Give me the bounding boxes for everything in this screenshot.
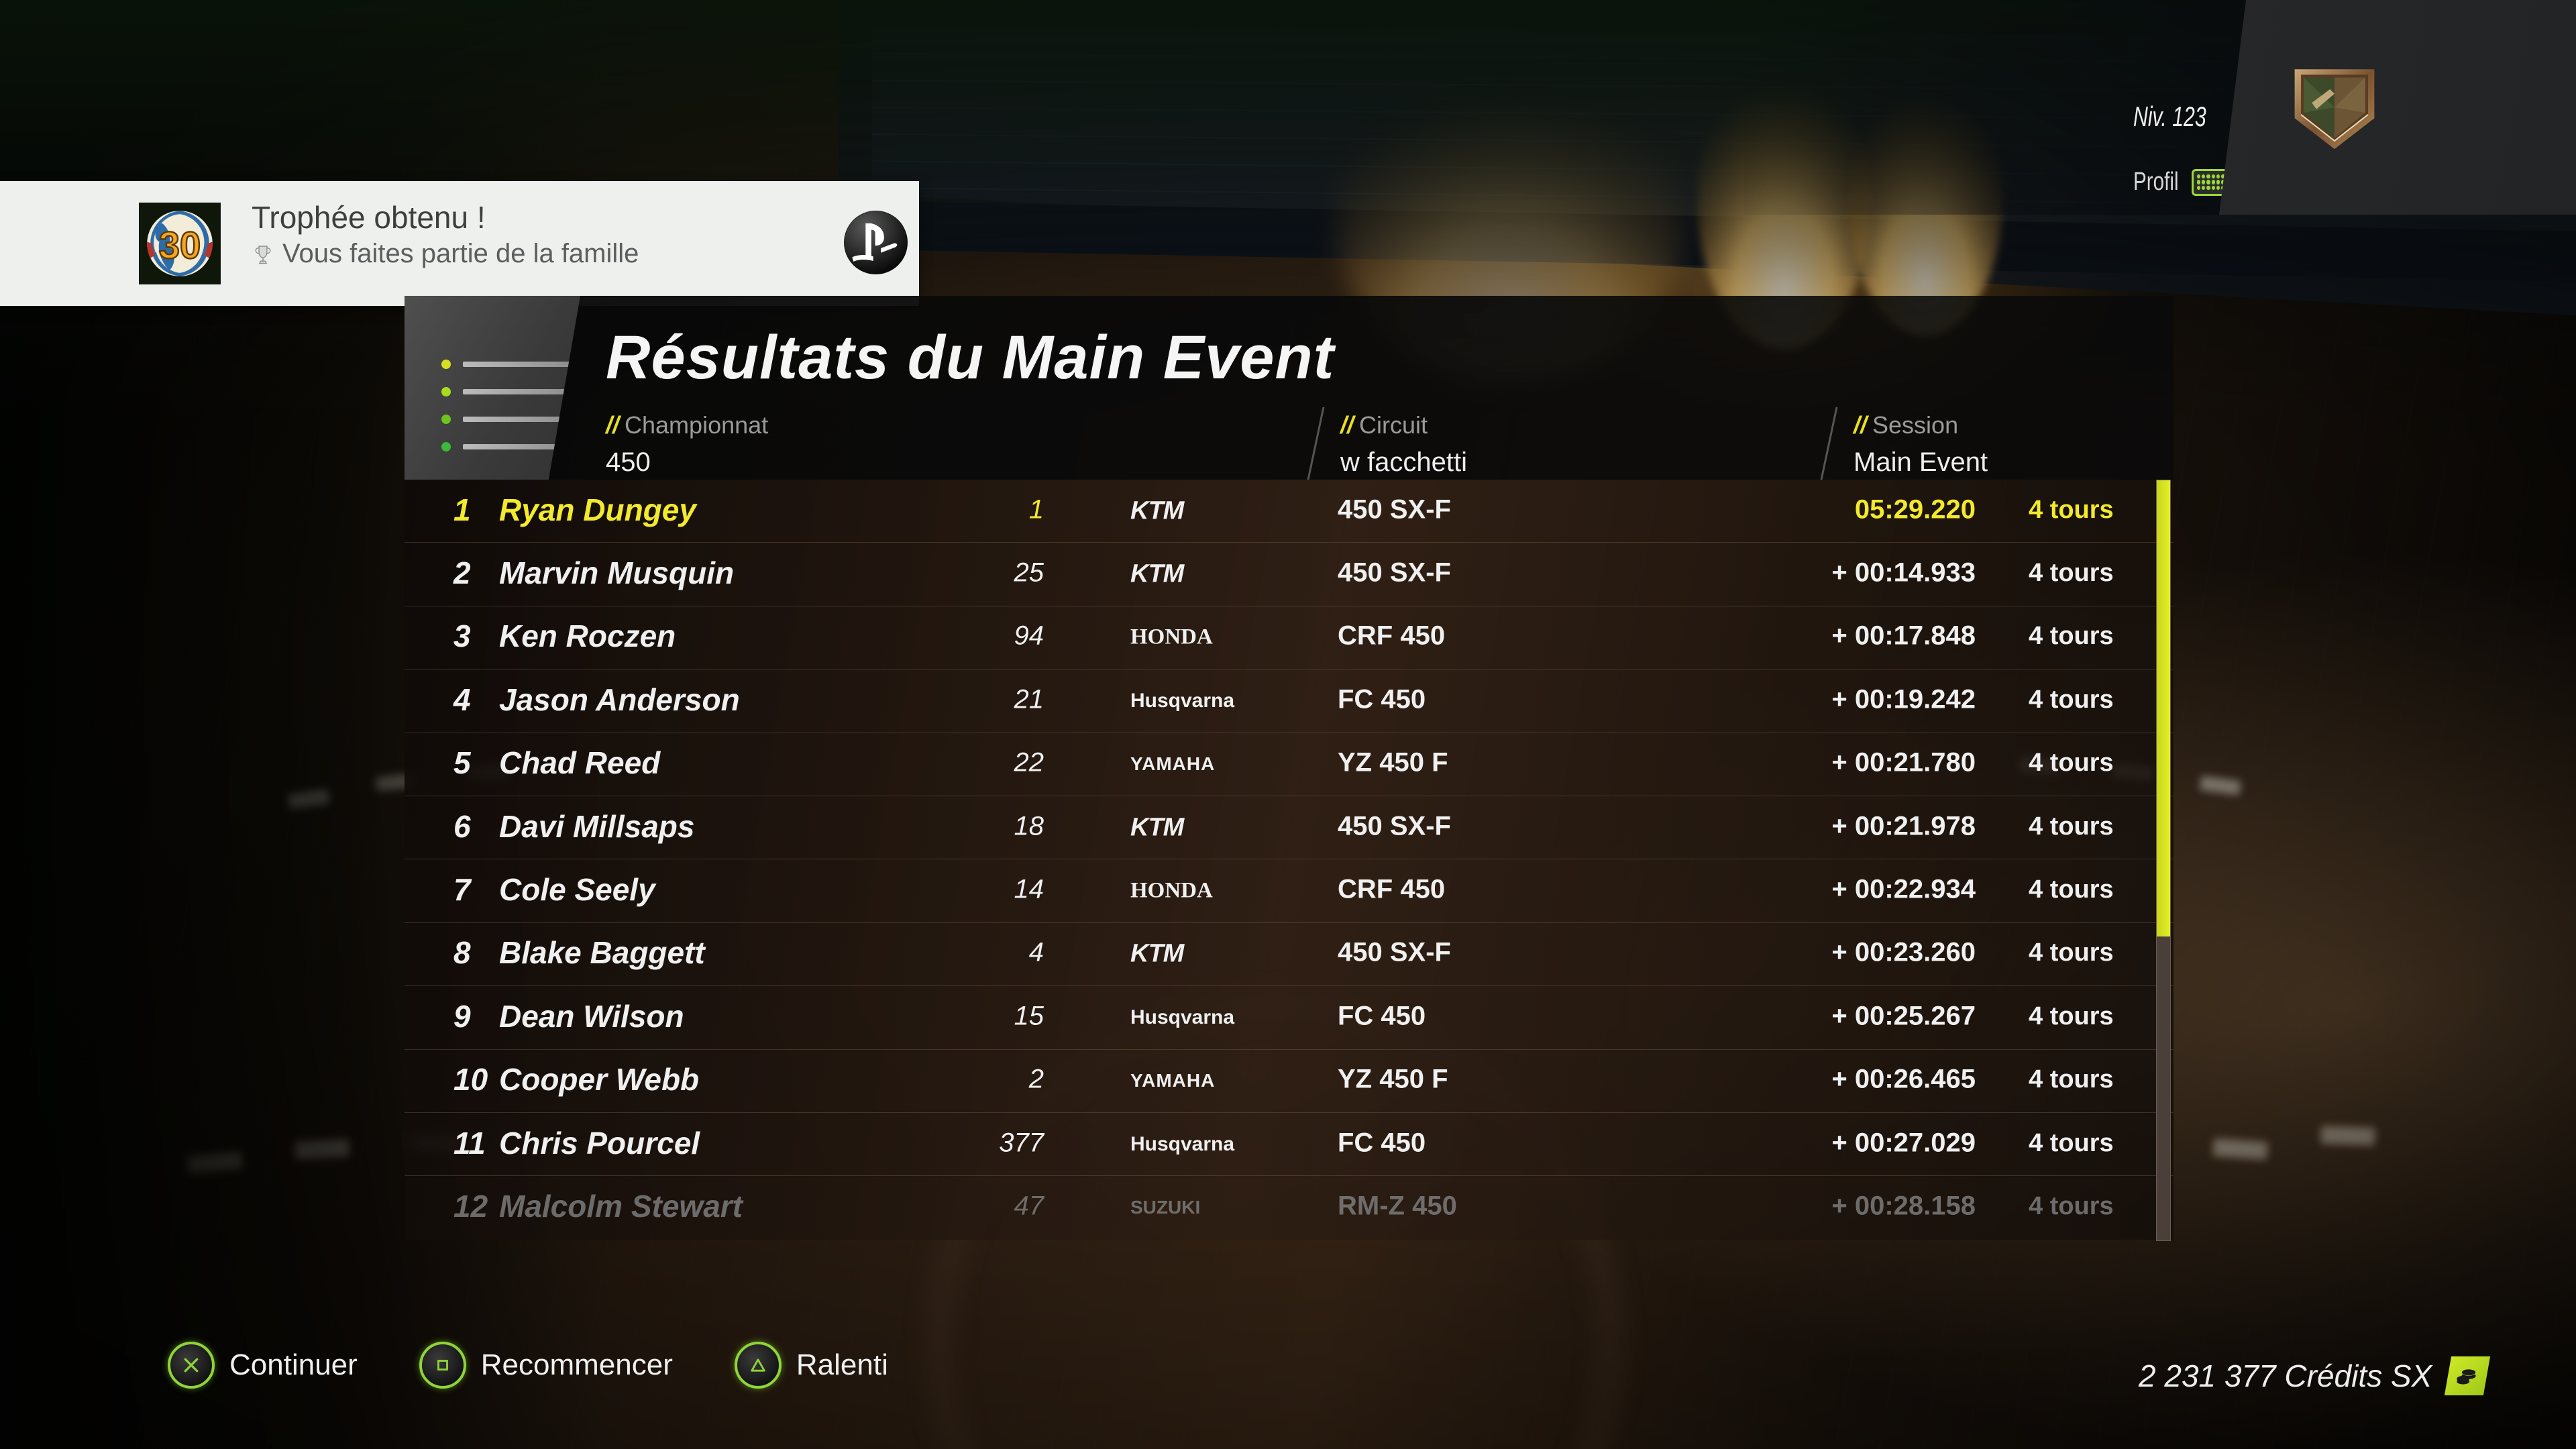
svg-text:30: 30 (159, 224, 201, 266)
